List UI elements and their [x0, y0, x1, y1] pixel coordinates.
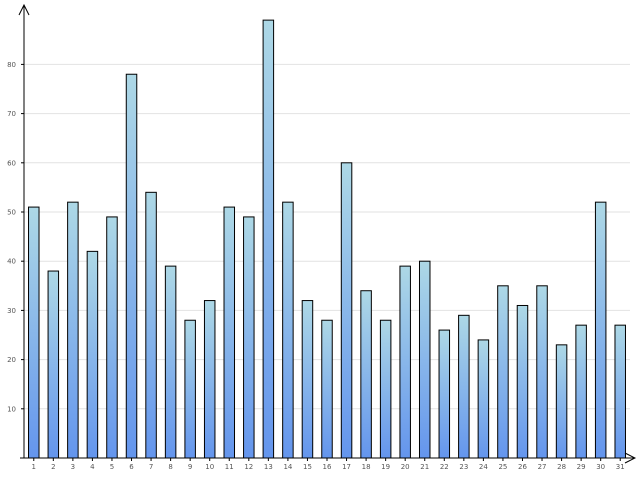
y-tick-label: 10 [7, 405, 16, 413]
bar-10 [203, 300, 216, 459]
x-tick-label: 23 [459, 463, 468, 471]
bar-11 [223, 206, 236, 459]
x-tick-label: 31 [616, 463, 625, 471]
x-tick-label: 19 [381, 463, 390, 471]
gridlines [21, 63, 630, 410]
bar-16 [321, 319, 333, 459]
bar-17 [340, 162, 353, 459]
bar-20 [399, 265, 411, 459]
x-tick-label: 14 [283, 463, 292, 471]
x-tick-label: 26 [518, 463, 527, 471]
bar-28 [555, 344, 568, 459]
bar-31 [614, 324, 626, 459]
bar-13 [262, 19, 275, 459]
x-tick-label: 11 [225, 463, 234, 471]
x-tick-label: 27 [538, 463, 547, 471]
bar-2 [47, 270, 60, 459]
bar-6 [125, 73, 138, 459]
x-tick-label: 8 [168, 463, 172, 471]
x-tick-label: 7 [149, 463, 153, 471]
y-tick-label: 60 [7, 159, 16, 167]
x-tick-label: 5 [110, 463, 114, 471]
y-tick-label: 50 [7, 209, 16, 217]
bar-14 [282, 201, 294, 459]
x-tick-label: 28 [557, 463, 566, 471]
bar-22 [438, 329, 451, 459]
x-tick-label: 12 [244, 463, 253, 471]
x-tick-label: 18 [362, 463, 371, 471]
x-tick-label: 29 [577, 463, 586, 471]
x-tick-label: 21 [420, 463, 429, 471]
bars [28, 19, 626, 459]
bar-8 [164, 265, 177, 459]
y-tick-label: 20 [7, 356, 16, 364]
y-tick-label: 30 [7, 307, 16, 315]
x-tick-label: 1 [32, 463, 36, 471]
bar-21 [418, 260, 431, 459]
x-tick-label: 13 [264, 463, 273, 471]
bar-7 [145, 191, 157, 459]
x-tick-label: 17 [342, 463, 351, 471]
x-tick-label: 4 [90, 463, 95, 471]
x-axis-arrow-icon [624, 452, 637, 464]
bar-9 [184, 319, 196, 459]
x-tick-label: 9 [188, 463, 192, 471]
bar-18 [360, 290, 372, 459]
y-tick-label: 70 [7, 110, 16, 118]
bar-15 [301, 300, 314, 459]
x-tick-label: 24 [479, 463, 488, 471]
bar-29 [575, 324, 587, 459]
x-tick-label: 22 [440, 463, 449, 471]
x-tick-label: 6 [129, 463, 134, 471]
x-tick-label: 3 [71, 463, 75, 471]
bar-26 [516, 304, 529, 459]
bar-23 [458, 314, 470, 459]
bar-24 [477, 339, 490, 459]
bar-19 [379, 319, 392, 459]
x-tick-label: 2 [51, 463, 55, 471]
bar-30 [594, 201, 607, 459]
bar-5 [106, 216, 118, 459]
x-tick-label: 16 [323, 463, 332, 471]
bar-3 [67, 201, 79, 459]
x-tick-label: 20 [401, 463, 410, 471]
y-axis-arrow-icon [18, 3, 30, 16]
x-tick-label: 10 [205, 463, 214, 471]
y-tick-label: 40 [7, 258, 16, 266]
x-tick-label: 15 [303, 463, 312, 471]
bar-25 [497, 285, 509, 459]
bar-27 [536, 285, 548, 459]
y-tick-label: 80 [7, 61, 16, 69]
bar-12 [243, 216, 255, 459]
bar-1 [28, 206, 40, 459]
x-tick-label: 30 [596, 463, 605, 471]
bar-4 [86, 250, 99, 459]
x-tick-label: 25 [498, 463, 507, 471]
